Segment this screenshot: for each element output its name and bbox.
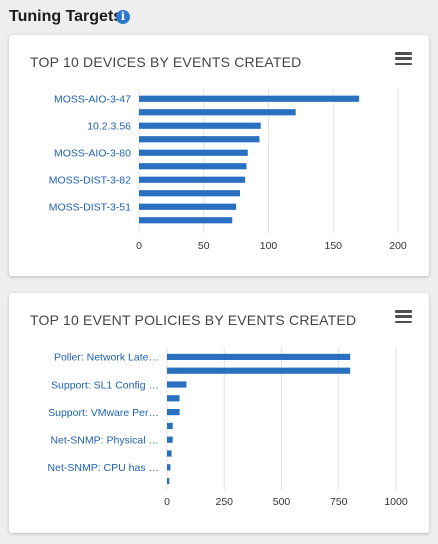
- bar[interactable]: [167, 450, 172, 457]
- category-label[interactable]: Poller: Network Late…: [54, 352, 159, 364]
- bar[interactable]: [139, 190, 241, 197]
- x-tick-label: 500: [273, 496, 291, 508]
- category-label[interactable]: 10.2.3.56: [87, 121, 131, 133]
- x-tick-label: 100: [260, 240, 278, 252]
- bar[interactable]: [139, 176, 246, 183]
- x-tick-label: 200: [389, 240, 407, 252]
- devices-bar-chart: 0 50 100 150 200 MOSS-AIO-3-47 10.2.3.56 MOSS-A…: [49, 89, 407, 252]
- hamburger-menu-icon[interactable]: [395, 310, 412, 324]
- x-tick-label: 150: [324, 240, 342, 252]
- chart-title: TOP 10 EVENT POLICIES BY EVENTS CREATED: [30, 312, 357, 328]
- bar[interactable]: [139, 149, 248, 156]
- category-label[interactable]: Net-SNMP: CPU has …: [48, 462, 159, 474]
- category-label[interactable]: MOSS-AIO-3-47: [54, 94, 131, 106]
- hamburger-menu-icon[interactable]: [395, 52, 412, 66]
- bar[interactable]: [167, 422, 173, 429]
- bar[interactable]: [167, 464, 171, 471]
- bar[interactable]: [139, 122, 261, 129]
- category-label[interactable]: Support: SL1 Config …: [51, 379, 159, 391]
- page-title: Tuning Targets: [9, 8, 123, 25]
- bar[interactable]: [139, 136, 260, 143]
- info-icon[interactable]: i: [116, 10, 130, 24]
- x-tick-label: 50: [198, 240, 210, 252]
- bar[interactable]: [139, 163, 247, 170]
- category-label[interactable]: Net-SNMP: Physical …: [50, 435, 159, 447]
- category-label[interactable]: MOSS-DIST-3-51: [49, 202, 131, 214]
- event-policies-bar-chart: 0 250 500 750 1000 Poller: Network Late… Suppo…: [48, 347, 408, 508]
- x-tick-label: 0: [136, 240, 142, 252]
- category-label[interactable]: MOSS-DIST-3-82: [49, 175, 131, 187]
- bar[interactable]: [139, 109, 296, 116]
- bar[interactable]: [167, 478, 170, 485]
- category-label[interactable]: Support: VMware Per…: [48, 407, 159, 419]
- bar[interactable]: [139, 203, 237, 210]
- bar[interactable]: [167, 409, 180, 416]
- bar[interactable]: [139, 217, 233, 224]
- chart-card-event-policies: TOP 10 EVENT POLICIES BY EVENTS CREATED …: [9, 293, 429, 533]
- x-tick-label: 1000: [384, 496, 408, 508]
- chart-title: TOP 10 DEVICES BY EVENTS CREATED: [30, 54, 302, 70]
- bar[interactable]: [167, 381, 187, 388]
- bar[interactable]: [167, 353, 351, 360]
- x-tick-label: 0: [164, 496, 170, 508]
- bar[interactable]: [167, 367, 351, 374]
- chart-card-devices: TOP 10 DEVICES BY EVENTS CREATED 0 50 100 1…: [9, 35, 429, 276]
- bar[interactable]: [167, 395, 180, 402]
- category-label[interactable]: MOSS-AIO-3-80: [54, 148, 131, 160]
- bar[interactable]: [167, 436, 173, 443]
- bar[interactable]: [139, 95, 360, 102]
- x-tick-label: 750: [330, 496, 348, 508]
- x-tick-label: 250: [215, 496, 233, 508]
